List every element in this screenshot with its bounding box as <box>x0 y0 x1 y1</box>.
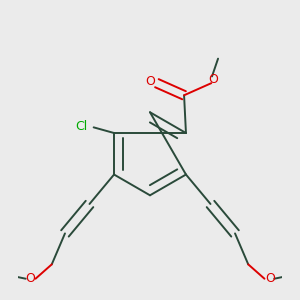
Text: O: O <box>265 272 275 285</box>
Text: O: O <box>145 75 155 88</box>
Text: O: O <box>208 73 218 86</box>
Text: Cl: Cl <box>75 120 87 133</box>
Text: O: O <box>25 272 35 285</box>
